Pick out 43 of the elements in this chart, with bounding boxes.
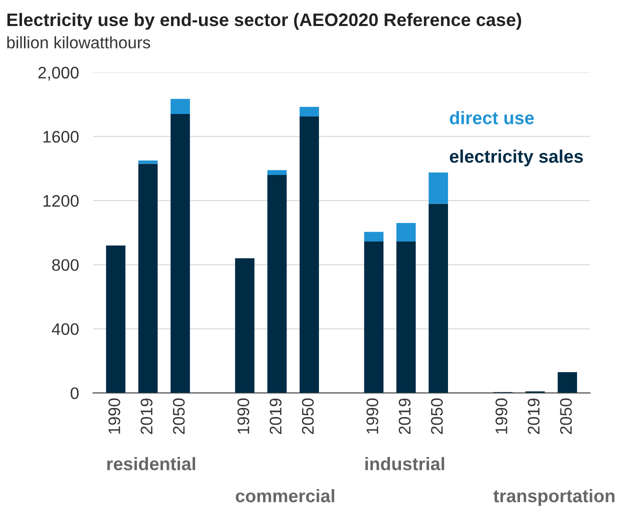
bar — [138, 160, 158, 164]
chart-title: Electricity use by end-use sector (AEO2020 Reference case) — [7, 12, 522, 30]
x-tick-label: 1990 — [366, 398, 378, 434]
bar — [300, 116, 319, 393]
chart-subtitle: billion kilowatthours — [7, 36, 150, 48]
x-tick-label: 2019 — [398, 398, 411, 434]
y-tick-label: 1600 — [43, 130, 79, 143]
x-tick-label: 2050 — [302, 398, 314, 434]
bar — [364, 232, 384, 242]
y-tick-label: 2,000 — [38, 66, 79, 81]
text: industrial — [365, 457, 444, 470]
text: transportation — [493, 489, 614, 506]
text: electricity sales — [450, 150, 583, 166]
x-tick-label: 1990 — [108, 398, 120, 434]
text: direct use — [450, 111, 534, 124]
y-tick-label: 0 — [70, 387, 79, 400]
bar — [235, 258, 254, 393]
bar — [138, 164, 158, 393]
bar — [558, 372, 578, 393]
y-tick-label: 1200 — [43, 194, 79, 207]
bar — [364, 241, 384, 393]
bar — [267, 174, 287, 393]
x-tick-label: 2019 — [528, 398, 540, 434]
bar — [396, 223, 416, 242]
x-tick-label: 2050 — [172, 398, 185, 434]
bar — [170, 98, 190, 114]
bar — [300, 106, 319, 116]
x-tick-label: 1990 — [237, 398, 250, 434]
text: residential — [107, 457, 196, 470]
x-tick-label: 2050 — [431, 398, 443, 434]
x-tick-label: 2019 — [140, 398, 152, 434]
x-tick-label: 2050 — [560, 398, 572, 434]
bar — [106, 245, 126, 393]
bar — [428, 172, 448, 204]
text: commercial — [236, 489, 334, 502]
bar — [267, 170, 287, 175]
y-tick-label: 800 — [52, 259, 79, 271]
y-tick-label: 400 — [52, 323, 79, 336]
bar — [428, 204, 448, 393]
bar — [396, 241, 416, 393]
x-tick-label: 2019 — [270, 398, 282, 434]
x-tick-label: 1990 — [496, 398, 508, 434]
bar — [170, 114, 190, 393]
